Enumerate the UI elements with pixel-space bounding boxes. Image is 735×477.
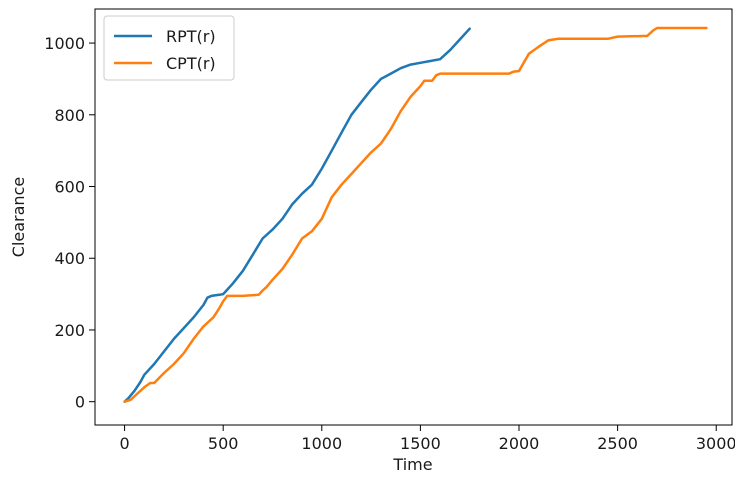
y-axis-ticks: 0 200 400 600 800 1000 <box>44 34 95 412</box>
x-axis-ticks: 0 500 1000 1500 2000 2500 3000 <box>119 425 735 453</box>
legend-label-cpt: CPT(r) <box>166 54 216 73</box>
x-tick-label: 0 <box>119 434 129 453</box>
series-line-cpt-r <box>123 26 708 403</box>
y-axis-label: Clearance <box>9 177 28 257</box>
x-axis-label: Time <box>392 455 432 474</box>
x-tick-label: 3000 <box>696 434 735 453</box>
legend-label-rpt: RPT(r) <box>166 27 216 46</box>
y-tick-label: 200 <box>54 321 85 340</box>
x-tick-label: 2500 <box>597 434 638 453</box>
y-tick-label: 0 <box>75 393 85 412</box>
y-tick-label: 600 <box>54 178 85 197</box>
x-tick-label: 500 <box>208 434 239 453</box>
series-line-rpt-r <box>123 27 471 403</box>
legend: RPT(r) CPT(r) <box>103 15 235 81</box>
plot-frame <box>94 8 733 426</box>
y-tick-label: 400 <box>54 249 85 268</box>
series-lines <box>123 26 708 403</box>
x-tick-label: 1500 <box>400 434 441 453</box>
y-tick-label: 1000 <box>44 34 85 53</box>
y-tick-label: 800 <box>54 106 85 125</box>
x-tick-label: 1000 <box>301 434 342 453</box>
x-tick-label: 2000 <box>499 434 540 453</box>
